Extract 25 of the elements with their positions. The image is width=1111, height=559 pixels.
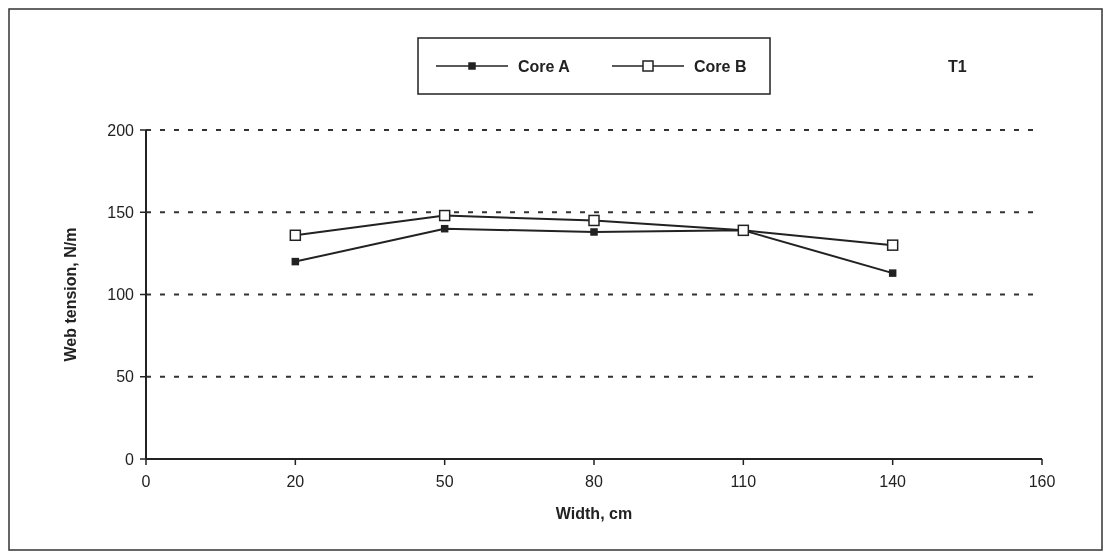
x-tick-label: 80 (585, 473, 603, 490)
point (289, 229, 302, 242)
point (588, 214, 600, 227)
point (886, 239, 899, 251)
x-tick-label: 20 (286, 473, 305, 490)
text: T1 (948, 57, 967, 75)
x-tick-label: 110 (730, 473, 757, 490)
point (590, 228, 598, 236)
y-tick-label: 200 (107, 121, 135, 139)
x-tick-label: 160 (1028, 473, 1056, 490)
y-tick-label: 100 (107, 286, 135, 304)
legend-label: Core B (694, 57, 747, 75)
x-tick-label: 140 (879, 473, 907, 490)
y-axis-title: Web tension, N/m (62, 227, 79, 362)
x-tick-label: 50 (435, 473, 454, 490)
y-tick-label: 50 (116, 368, 135, 386)
point (291, 257, 300, 266)
x-tick-label: 0 (141, 473, 151, 490)
point (438, 209, 451, 222)
legend-label: Core A (518, 57, 571, 75)
x-axis-title: Width, cm (555, 505, 633, 522)
y-tick-label: 150 (107, 203, 135, 221)
point (440, 224, 449, 233)
point (888, 269, 897, 277)
y-tick-label: 0 (125, 450, 135, 468)
